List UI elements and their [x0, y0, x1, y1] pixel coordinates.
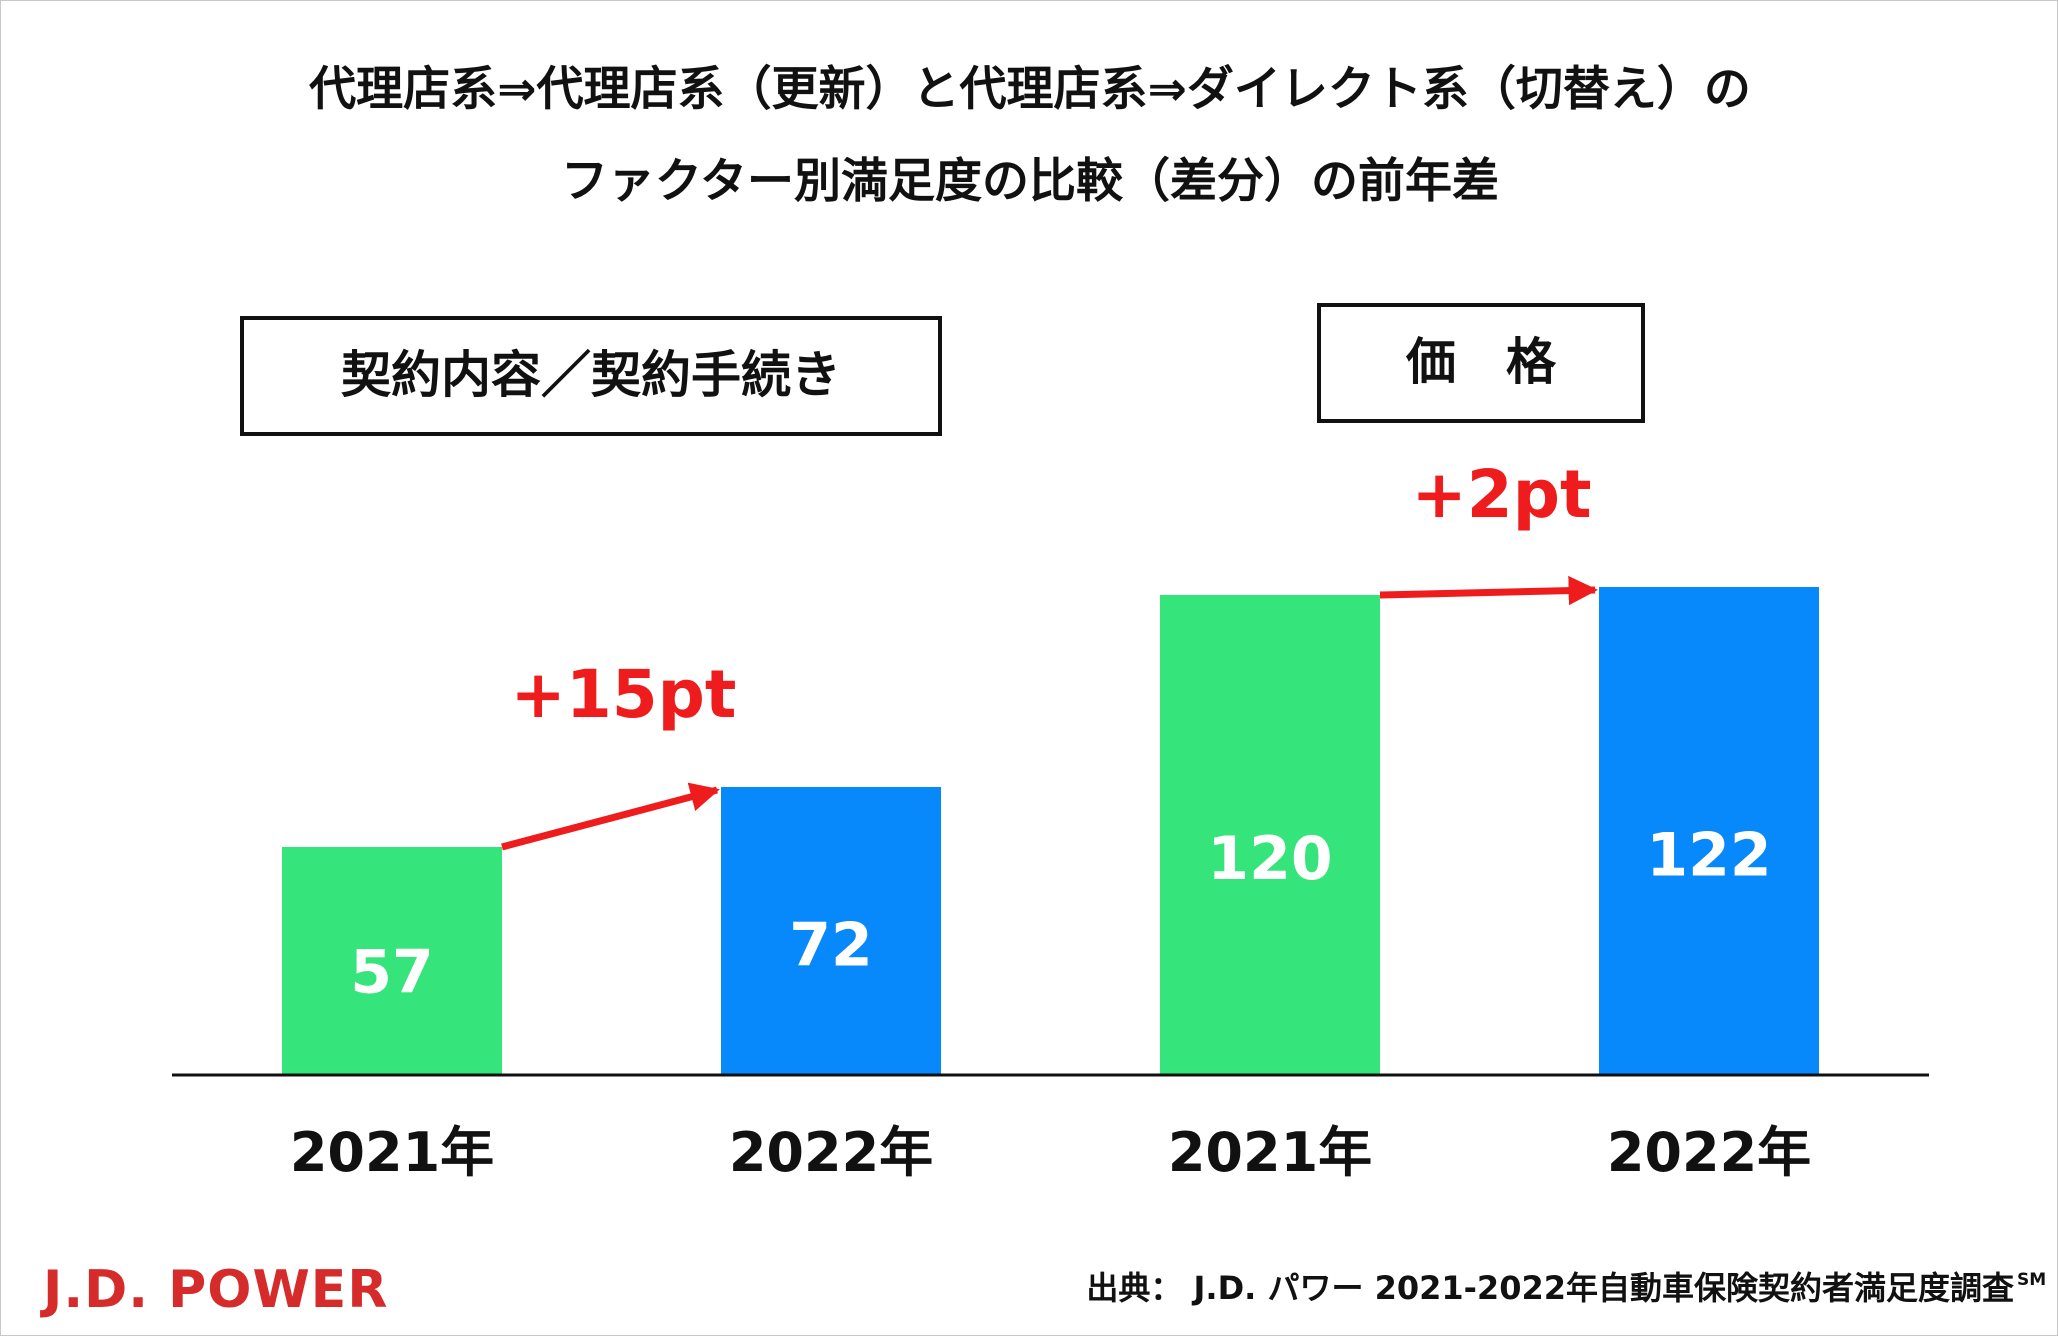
chart-title-line-1: 代理店系⇒代理店系（更新）と代理店系⇒ダイレクト系（切替え）の [308, 62, 1751, 117]
bar-contract-2021 [282, 847, 502, 1075]
category-label-price-2022: 2022年 [1607, 1121, 1811, 1184]
category-label-contract-2021: 2021年 [290, 1121, 494, 1184]
bar-price-2022 [1599, 587, 1819, 1075]
chart-title-line-2: ファクター別満足度の比較（差分）の前年差 [561, 154, 1499, 209]
category-label-price-2021: 2021年 [1168, 1121, 1372, 1184]
bar-value-price-2022: 122 [1646, 820, 1771, 890]
group-label-contract: 契約内容／契約手続き [341, 346, 841, 404]
delta-label-contract: +15pt [511, 656, 737, 733]
change-arrow-contract [501, 782, 720, 851]
delta-label-price: +2pt [1411, 456, 1591, 533]
bar-value-contract-2021: 57 [350, 937, 434, 1007]
bar-price-2021 [1160, 595, 1380, 1075]
change-arrow-price [1379, 575, 1598, 606]
group-label-box-contract [240, 316, 942, 436]
bar-value-price-2021: 120 [1207, 824, 1332, 894]
source-note: 出典： J.D. パワー 2021-2022年自動車保険契約者満足度調査 [1086, 1269, 2014, 1307]
group-label-box-price [1317, 303, 1645, 423]
jd-power-logo: J.D. POWER [40, 1260, 388, 1320]
service-mark: SM [2017, 1270, 2046, 1290]
group-label-price: 価 格 [1405, 333, 1557, 391]
bar-contract-2022 [721, 787, 941, 1075]
category-label-contract-2022: 2022年 [729, 1121, 933, 1184]
bar-value-contract-2022: 72 [789, 910, 873, 980]
